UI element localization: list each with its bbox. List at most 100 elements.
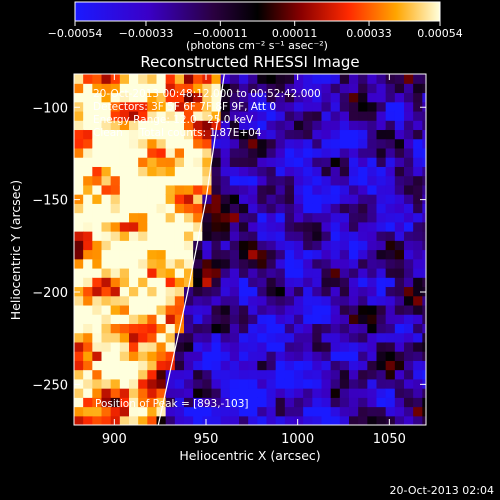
heatmap-cell <box>156 369 167 380</box>
heatmap-cell <box>394 304 405 315</box>
heatmap-cell <box>239 304 249 315</box>
heatmap-cell <box>284 314 295 324</box>
heatmap-cell <box>110 314 121 324</box>
heatmap-cell <box>339 351 350 361</box>
heatmap-cell <box>330 267 341 278</box>
heatmap-cell <box>294 101 304 112</box>
heatmap-cell <box>394 147 405 158</box>
heatmap-cell <box>110 166 121 177</box>
heatmap-cell <box>110 83 121 94</box>
heatmap-cell <box>74 166 84 177</box>
heatmap-cell <box>147 369 158 380</box>
heatmap-cell <box>211 74 222 84</box>
heatmap-cell <box>339 415 350 425</box>
heatmap-cell <box>92 388 103 398</box>
heatmap-cell <box>303 332 313 343</box>
heatmap-cell <box>138 120 148 131</box>
heatmap-cell <box>303 221 313 232</box>
heatmap-cell <box>147 212 158 223</box>
heatmap-cell <box>303 212 313 223</box>
heatmap-cell <box>147 147 158 158</box>
heatmap-cell <box>394 332 405 343</box>
heatmap-cell <box>239 157 249 167</box>
heatmap-cell <box>147 388 158 398</box>
heatmap-cell <box>92 360 103 371</box>
heatmap-cell <box>156 267 167 278</box>
heatmap-cell <box>220 267 231 278</box>
heatmap-cell <box>202 175 213 186</box>
heatmap-cell <box>376 369 387 380</box>
heatmap-cell <box>174 129 185 140</box>
heatmap-cell <box>330 397 341 408</box>
heatmap-cell <box>119 314 130 324</box>
heatmap-cell <box>147 415 158 425</box>
heatmap-cell <box>394 267 405 278</box>
heatmap-cell <box>174 415 185 425</box>
heatmap-cell <box>266 147 277 158</box>
heatmap-cell <box>339 157 350 167</box>
heatmap-cell <box>330 286 341 297</box>
heatmap-cell <box>367 332 378 343</box>
heatmap-cell <box>266 397 277 408</box>
heatmap-cell <box>358 129 368 140</box>
heatmap-cell <box>83 231 93 241</box>
heatmap-cell <box>83 304 93 315</box>
heatmap-cell <box>385 138 396 149</box>
heatmap-cell <box>74 194 84 204</box>
heatmap-cell <box>303 92 313 103</box>
heatmap-cell <box>83 166 93 177</box>
heatmap-cell <box>257 277 268 288</box>
heatmap-cell <box>404 92 414 103</box>
heatmap-cell <box>339 397 350 408</box>
heatmap-cell <box>284 231 295 241</box>
heatmap-cells <box>74 74 426 425</box>
heatmap-cell <box>220 74 231 84</box>
heatmap-cell <box>138 184 148 195</box>
heatmap-cell <box>294 351 304 361</box>
heatmap-cell <box>394 175 405 186</box>
heatmap-cell <box>321 286 332 297</box>
heatmap-cell <box>303 341 313 352</box>
heatmap-cell <box>349 240 359 251</box>
heatmap-cell <box>138 277 148 288</box>
heatmap-cell <box>303 351 313 361</box>
heatmap-cell <box>83 295 93 306</box>
x-tick-label: 950 <box>194 432 219 447</box>
heatmap-cell <box>138 314 148 324</box>
heatmap-cell <box>385 332 396 343</box>
heatmap-cell <box>156 378 167 389</box>
heatmap-cell <box>138 332 148 343</box>
heatmap-cell <box>413 212 423 223</box>
heatmap-cell <box>156 388 167 398</box>
heatmap-cell <box>284 341 295 352</box>
heatmap-cell <box>193 166 203 177</box>
heatmap-cell <box>284 304 295 315</box>
heatmap-cell <box>101 129 112 140</box>
colorbar-tick-label: −0.00054 <box>48 27 103 40</box>
heatmap-cell <box>202 369 213 380</box>
heatmap-cell <box>422 101 426 112</box>
heatmap-cell <box>147 194 158 204</box>
heatmap-cell <box>294 323 304 334</box>
heatmap-cell <box>110 147 121 158</box>
heatmap-cell <box>248 138 258 149</box>
heatmap-cell <box>211 138 222 149</box>
heatmap-cell <box>266 110 277 121</box>
heatmap-cell <box>284 166 295 177</box>
heatmap-cell <box>156 92 167 103</box>
heatmap-cell <box>358 258 368 269</box>
heatmap-cell <box>422 323 426 334</box>
heatmap-cell <box>294 332 304 343</box>
heatmap-cell <box>138 249 148 260</box>
heatmap-cell <box>101 120 112 131</box>
heatmap-cell <box>413 231 423 241</box>
heatmap-cell <box>184 258 194 269</box>
heatmap-cell <box>376 240 387 251</box>
heatmap-cell <box>220 369 231 380</box>
heatmap-cell <box>404 323 414 334</box>
heatmap-cell <box>74 258 84 269</box>
heatmap-cell <box>184 157 194 167</box>
heatmap-cell <box>174 166 185 177</box>
heatmap-cell <box>367 360 378 371</box>
heatmap-cell <box>174 388 185 398</box>
